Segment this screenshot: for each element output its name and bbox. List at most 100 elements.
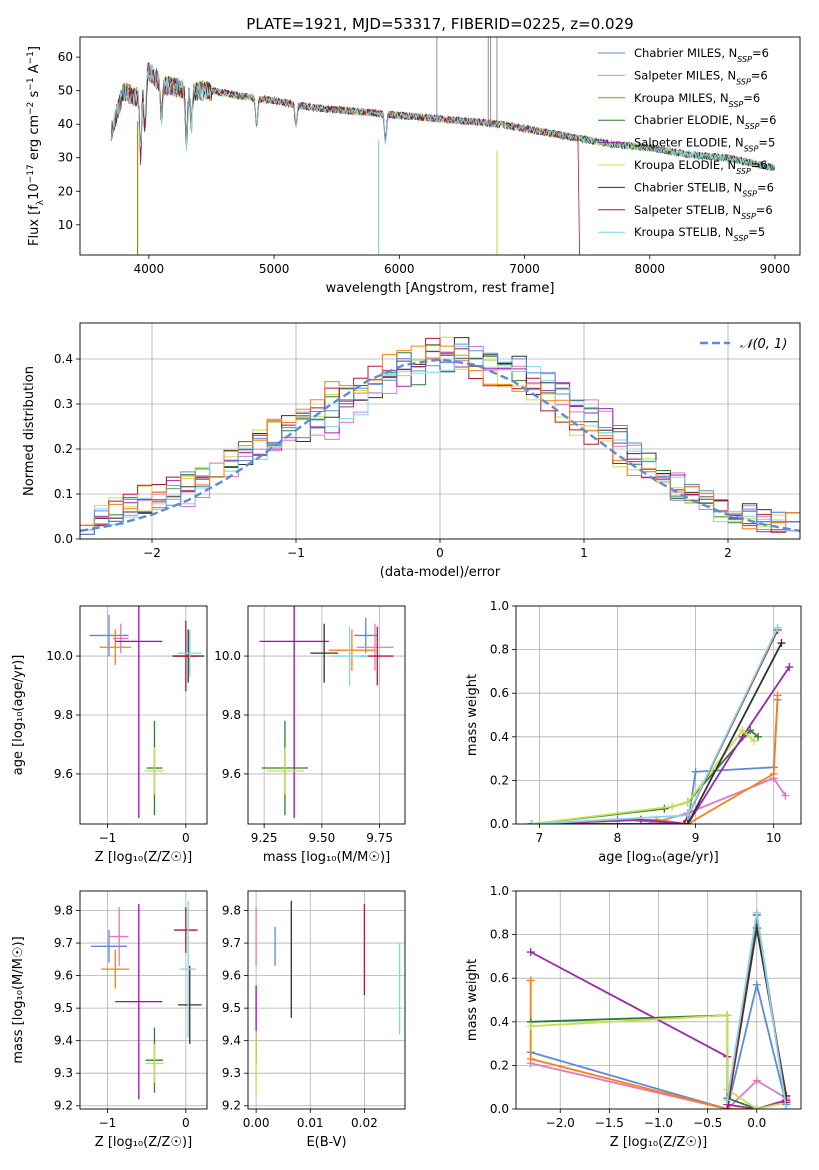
y-tick-label: 9.5	[222, 1001, 241, 1015]
x-tick-label: 7	[536, 831, 544, 845]
weight-marker	[668, 802, 677, 811]
weight-marker	[644, 820, 653, 824]
legend-entry: Salpeter MILES, NSSP=6	[634, 68, 768, 86]
weight-series-line	[531, 695, 779, 824]
axes-frame	[79, 890, 208, 1110]
weight-marker	[683, 820, 692, 824]
errorbars	[90, 900, 202, 1100]
weight-series-line	[531, 666, 791, 824]
legend-entry: Chabrier ELODIE, NSSP=6	[634, 113, 776, 131]
errorbar-point	[177, 629, 202, 677]
x-tick-label: 1	[580, 546, 588, 560]
legend-entry: Salpeter ELODIE, NSSP=5	[634, 136, 775, 154]
x-axis-label: E(B-V)	[306, 1135, 346, 1150]
y-tick-label: 9.6	[54, 767, 73, 781]
spectrum-lines	[110, 37, 776, 255]
x-tick-label: 0	[436, 546, 444, 560]
massweight-vs-Z-panel: −2.0 −1.5 −1.0 −0.5 0.0 0.0 0.2 0.4 0.6 0.8 1.0 Z […	[465, 884, 802, 1150]
y-tick-label: 10.0	[46, 649, 73, 663]
errorbar-point	[115, 904, 163, 1100]
age-vs-mass-panel: 9.25 9.50 9.75 9.6 9.8 10.0 mass [log₁₀(M/M☉)]	[214, 605, 406, 865]
age-vs-Z-panel: −1 0 9.6 9.8 10.0 Z [log₁₀(Z/Z☉)] age [log₁₀(a…	[11, 605, 208, 865]
weight-marker	[723, 1105, 732, 1109]
spectrum-legend: Chabrier MILES, NSSP=6 Salpeter MILES, NS…	[598, 46, 776, 243]
residual-histogram-step	[80, 343, 800, 535]
weight-lines	[527, 623, 794, 824]
y-axis-label: age [log₁₀(age/yr)]	[11, 655, 26, 776]
weight-marker	[526, 948, 535, 957]
y-tick-label: 0.8	[490, 643, 509, 657]
y-tick-label: 9.6	[54, 969, 73, 983]
weight-series-line	[531, 699, 779, 824]
weight-series-line	[530, 1062, 787, 1109]
errorbar-point	[145, 747, 164, 795]
spectrum-panel: 4000 5000 6000 7000 8000 9000 10 20 30 40 50 60 wave…	[26, 36, 801, 296]
x-tick-label: −2.0	[546, 1116, 575, 1130]
errorbar-point	[174, 907, 198, 953]
y-tick-label: 40	[58, 117, 73, 131]
axes-frame	[515, 605, 802, 825]
weight-series-line	[531, 627, 779, 824]
errorbars	[89, 606, 204, 819]
x-tick-label: 8000	[634, 262, 665, 276]
y-tick-label: 9.6	[222, 767, 241, 781]
x-tick-label: −2	[143, 546, 161, 560]
y-tick-label: 10	[58, 218, 73, 232]
weight-series-line	[531, 642, 783, 824]
figure-title: PLATE=1921, MJD=53317, FIBERID=0225, z=0…	[246, 15, 633, 33]
y-tick-label: 1.0	[490, 884, 509, 898]
y-tick-label: 9.7	[54, 936, 73, 950]
x-axis-label: mass [log₁₀(M/M☉)]	[263, 850, 390, 865]
errorbar-point	[266, 747, 304, 795]
y-tick-label: 9.2	[54, 1099, 73, 1113]
y-tick-label: 0.6	[490, 686, 509, 700]
axes-frame	[79, 36, 801, 256]
y-tick-label: 0.2	[490, 773, 509, 787]
y-tick-label: 0.8	[490, 928, 509, 942]
y-axis-label-part: erg cm	[27, 115, 42, 164]
weight-marker	[738, 726, 747, 735]
x-tick-label: 9	[692, 831, 700, 845]
legend-entry: Kroupa MILES, NSSP=6	[634, 91, 760, 109]
weight-marker	[752, 1105, 761, 1109]
y-tick-label: 9.7	[222, 936, 241, 950]
y-tick-label: 9.3	[54, 1066, 73, 1080]
errorbars	[255, 900, 401, 1096]
y-tick-label: 0.4	[54, 352, 73, 366]
x-tick-label: 9.75	[366, 831, 393, 845]
errorbar-point	[115, 606, 163, 819]
y-tick-label: 9.8	[222, 708, 241, 722]
legend-entry: 𝒩(0, 1)	[740, 337, 787, 352]
y-tick-label: 0.2	[54, 442, 73, 456]
x-tick-label: −1.5	[595, 1116, 624, 1130]
x-axis-label: (data-model)/error	[380, 565, 501, 580]
y-tick-label: 9.6	[222, 969, 241, 983]
y-axis-label-part: ]	[27, 46, 42, 51]
errorbar-point	[145, 1043, 164, 1083]
y-axis-label: Flux [fλ10−17 erg cm−2 s−1 A−1]	[26, 46, 46, 246]
x-tick-label: −1	[99, 1116, 117, 1130]
x-tick-label: 0.0	[747, 1116, 766, 1130]
weight-marker	[679, 820, 688, 824]
axes-frame	[515, 890, 802, 1110]
weight-series-line	[531, 629, 779, 824]
axes-frame	[79, 605, 208, 825]
weight-marker	[723, 1096, 732, 1105]
x-tick-label: 0.00	[243, 1116, 270, 1130]
y-axis-label-part: −17	[26, 164, 36, 183]
x-tick-label: −1	[287, 546, 305, 560]
x-axis-label: Z [log₁₀(Z/Z☉)]	[95, 1135, 192, 1150]
x-tick-label: 0	[182, 1116, 190, 1130]
weight-marker	[782, 1105, 791, 1109]
weight-marker	[754, 732, 763, 741]
y-tick-label: 0.0	[490, 817, 509, 831]
x-tick-label: 6000	[384, 262, 415, 276]
errorbar-point	[90, 930, 128, 963]
x-tick-label: 10	[766, 831, 781, 845]
y-tick-label: 9.2	[222, 1099, 241, 1113]
x-tick-label: 9.25	[251, 831, 278, 845]
y-axis-label-part: −2	[26, 102, 36, 115]
y-axis-label: Normed distribution	[22, 366, 37, 496]
errorbar-point	[310, 623, 339, 683]
x-tick-label: 8	[614, 831, 622, 845]
